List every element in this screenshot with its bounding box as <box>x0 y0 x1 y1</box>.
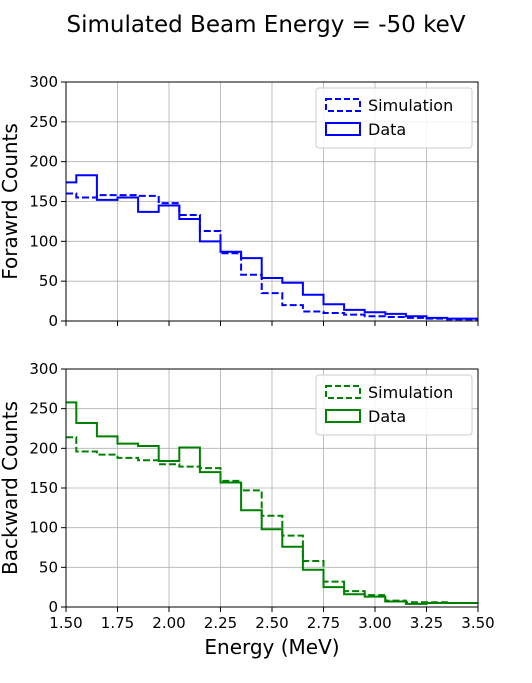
x-tick-label: 3.25 <box>410 614 443 632</box>
y-tick-label: 50 <box>39 272 58 290</box>
chart-panel-1: 0 50 100 150 200 250 300 Forawrd Counts Simulati… <box>0 73 479 330</box>
series-simulation-step-line <box>66 192 478 321</box>
legend-swatch-simulation <box>325 385 361 399</box>
chart-panel-2: 0 50 100 150 200 250 300 1.50 1.75 2.00 2.25 2.50 2.… <box>0 360 495 659</box>
legend-label-data: Data <box>368 407 406 426</box>
y-tick-label: 200 <box>29 439 58 457</box>
y-tick-label: 250 <box>29 113 58 131</box>
legend-swatch-data <box>325 409 361 423</box>
y-tick-label: 300 <box>29 73 58 91</box>
x-tick-label: 2.50 <box>255 614 288 632</box>
y-axis-label: Backward Counts <box>0 401 22 575</box>
legend-box <box>315 87 473 149</box>
x-tick-label: 1.75 <box>101 614 134 632</box>
legend: Simulation Data <box>315 87 473 149</box>
y-tick-label: 100 <box>29 519 58 537</box>
y-tick-label: 0 <box>48 598 58 616</box>
legend-box <box>315 374 473 436</box>
y-tick-label: 150 <box>29 193 58 211</box>
series-data-step-line <box>66 401 478 605</box>
y-tick-label: 200 <box>29 153 58 171</box>
x-tick-label: 3.00 <box>358 614 391 632</box>
x-tick-label: 2.75 <box>307 614 340 632</box>
legend: Simulation Data <box>315 374 473 436</box>
legend-swatch-simulation <box>325 98 361 112</box>
y-tick-label: 150 <box>29 479 58 497</box>
x-tick-label: 2.25 <box>204 614 237 632</box>
y-tick-label: 50 <box>39 558 58 576</box>
x-tick-label: 1.50 <box>49 614 82 632</box>
y-tick-label: 250 <box>29 400 58 418</box>
y-axis-label: Forawrd Counts <box>0 123 22 280</box>
y-tick-label: 300 <box>29 360 58 378</box>
x-tick-label: 3.50 <box>461 614 494 632</box>
y-tick-label: 0 <box>48 312 58 330</box>
series-data-step-line <box>66 174 478 320</box>
legend-label-data: Data <box>368 120 406 139</box>
legend-label-simulation: Simulation <box>368 96 453 115</box>
x-tick-label: 2.00 <box>152 614 185 632</box>
y-tick-label: 100 <box>29 232 58 250</box>
legend-label-simulation: Simulation <box>368 383 453 402</box>
figure-title: Simulated Beam Energy = -50 keV <box>66 12 466 38</box>
legend-swatch-data <box>325 122 361 136</box>
x-axis-label: Energy (MeV) <box>204 635 339 659</box>
